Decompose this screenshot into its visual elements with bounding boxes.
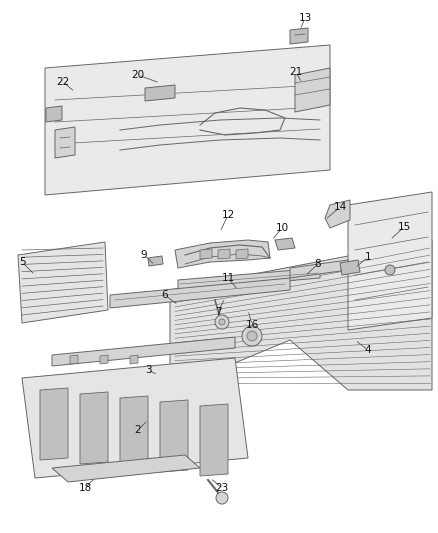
Text: 13: 13 bbox=[298, 13, 311, 23]
Polygon shape bbox=[340, 260, 360, 275]
Polygon shape bbox=[52, 337, 235, 366]
Text: 6: 6 bbox=[162, 290, 168, 300]
Text: 2: 2 bbox=[135, 425, 141, 435]
Circle shape bbox=[247, 331, 257, 341]
Polygon shape bbox=[175, 240, 270, 268]
Polygon shape bbox=[80, 392, 108, 464]
Text: 20: 20 bbox=[131, 70, 145, 80]
Polygon shape bbox=[46, 106, 62, 122]
Polygon shape bbox=[18, 242, 108, 323]
Polygon shape bbox=[120, 396, 148, 468]
Text: 1: 1 bbox=[365, 252, 371, 262]
Polygon shape bbox=[325, 200, 350, 228]
Text: 15: 15 bbox=[397, 222, 411, 232]
Text: 7: 7 bbox=[215, 307, 221, 317]
Text: 3: 3 bbox=[145, 365, 151, 375]
Text: 22: 22 bbox=[57, 77, 70, 87]
Text: 9: 9 bbox=[141, 250, 147, 260]
Polygon shape bbox=[348, 192, 432, 330]
Text: 12: 12 bbox=[221, 210, 235, 220]
Polygon shape bbox=[22, 358, 248, 478]
Polygon shape bbox=[290, 28, 308, 44]
Polygon shape bbox=[178, 268, 320, 290]
Text: 14: 14 bbox=[333, 202, 346, 212]
Text: 5: 5 bbox=[19, 257, 25, 267]
Polygon shape bbox=[110, 278, 290, 308]
Polygon shape bbox=[275, 238, 295, 250]
Polygon shape bbox=[52, 455, 200, 482]
Polygon shape bbox=[100, 355, 108, 364]
Text: 16: 16 bbox=[245, 320, 258, 330]
Text: 8: 8 bbox=[314, 259, 321, 269]
Polygon shape bbox=[130, 355, 138, 364]
Polygon shape bbox=[295, 68, 330, 112]
Circle shape bbox=[215, 315, 229, 329]
Polygon shape bbox=[236, 249, 248, 259]
Polygon shape bbox=[55, 127, 75, 158]
Polygon shape bbox=[170, 240, 432, 390]
Polygon shape bbox=[148, 256, 163, 266]
Polygon shape bbox=[290, 260, 348, 278]
Polygon shape bbox=[200, 249, 212, 259]
Polygon shape bbox=[160, 400, 188, 472]
Circle shape bbox=[216, 492, 228, 504]
Circle shape bbox=[242, 326, 262, 346]
Polygon shape bbox=[70, 355, 78, 364]
Text: 4: 4 bbox=[365, 345, 371, 355]
Polygon shape bbox=[218, 249, 230, 259]
Text: 18: 18 bbox=[78, 483, 92, 493]
Polygon shape bbox=[45, 45, 330, 195]
Circle shape bbox=[219, 319, 225, 325]
Text: 10: 10 bbox=[276, 223, 289, 233]
Polygon shape bbox=[200, 404, 228, 476]
Text: 11: 11 bbox=[221, 273, 235, 283]
Polygon shape bbox=[40, 388, 68, 460]
Text: 21: 21 bbox=[290, 67, 303, 77]
Polygon shape bbox=[145, 85, 175, 101]
Circle shape bbox=[385, 265, 395, 275]
Text: 23: 23 bbox=[215, 483, 229, 493]
